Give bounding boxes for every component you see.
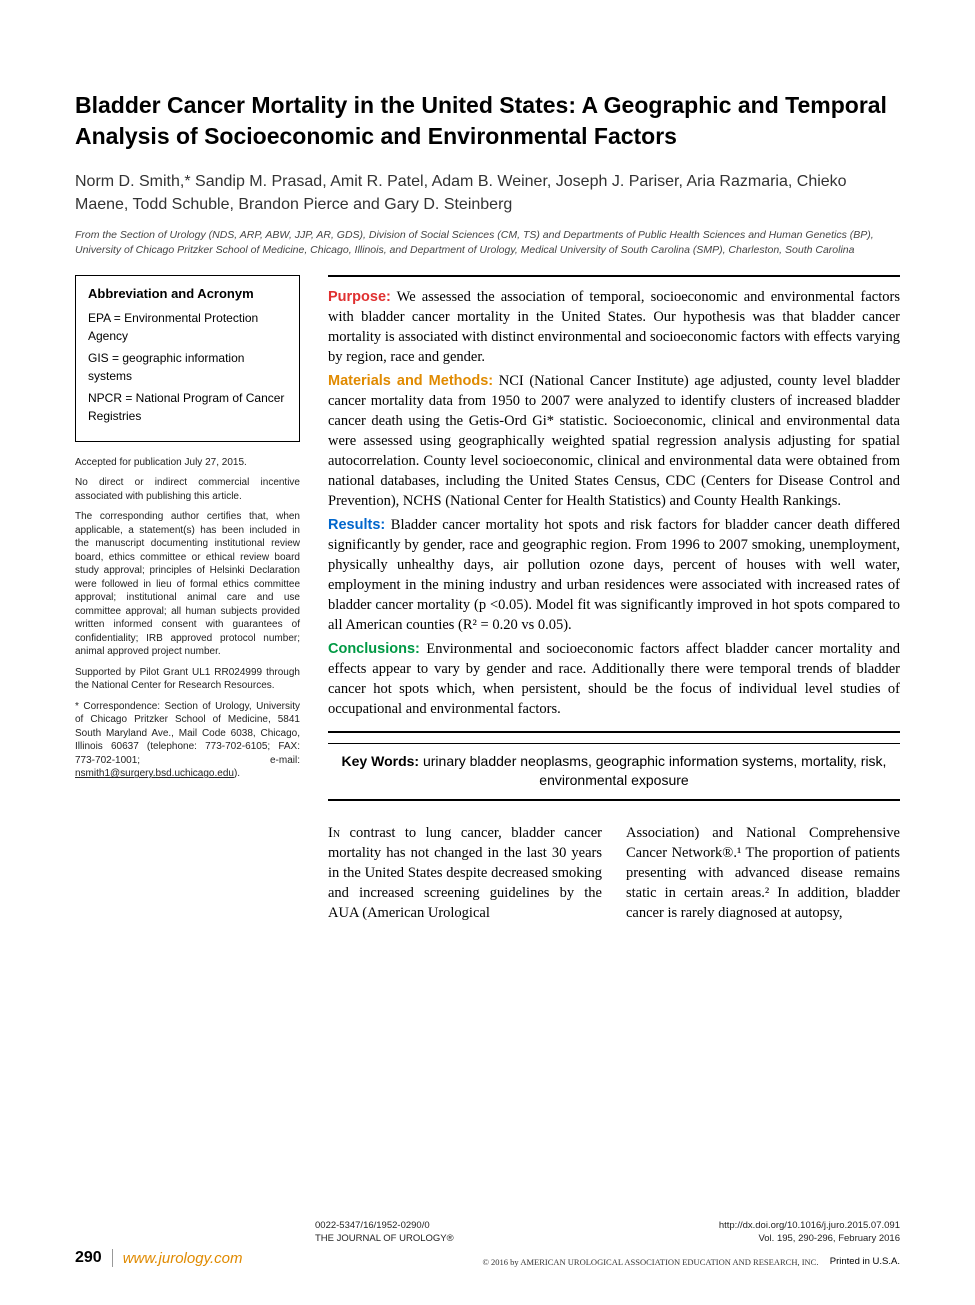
ethics-statement: The corresponding author certifies that,…: [75, 510, 300, 659]
footer-vol: Vol. 195, 290-296, February 2016: [719, 1233, 900, 1245]
body-column-2: Association) and National Comprehensive …: [626, 823, 900, 923]
abbreviation-box-title: Abbreviation and Acronym: [88, 286, 287, 303]
methods-body: NCI (National Cancer Institute) age adju…: [328, 373, 900, 509]
abbreviation-box: Abbreviation and Acronym EPA = Environme…: [75, 275, 300, 442]
article-title: Bladder Cancer Mortality in the United S…: [75, 90, 900, 152]
abstract-conclusions: Conclusions: Environmental and socioecon…: [328, 639, 900, 719]
abbrev-item: EPA = Environmental Protection Agency: [88, 309, 287, 345]
results-body: Bladder cancer mortality hot spots and r…: [328, 517, 900, 633]
footer-doi[interactable]: http://dx.doi.org/10.1016/j.juro.2015.07…: [719, 1220, 900, 1232]
body-column-1: In contrast to lung cancer, bladder canc…: [328, 823, 602, 923]
correspondence-text: * Correspondence: Section of Urology, Un…: [75, 701, 300, 766]
body-col2-text: Association) and National Comprehensive …: [626, 825, 900, 921]
abstract-purpose: Purpose: We assessed the association of …: [328, 287, 900, 367]
main-two-column-area: Abbreviation and Acronym EPA = Environme…: [75, 275, 900, 923]
abbrev-item: GIS = geographic information systems: [88, 349, 287, 385]
right-content-column: Purpose: We assessed the association of …: [328, 275, 900, 923]
methods-heading: Materials and Methods:: [328, 373, 493, 389]
journal-url[interactable]: www.jurology.com: [123, 1250, 243, 1267]
body-text-columns: In contrast to lung cancer, bladder canc…: [328, 823, 900, 923]
affiliation-text: From the Section of Urology (NDS, ARP, A…: [75, 228, 900, 256]
keywords-text: urinary bladder neoplasms, geographic in…: [419, 753, 886, 789]
abbrev-item: NPCR = National Program of Cancer Regist…: [88, 389, 287, 425]
footer-issn: 0022-5347/16/1952-0290/0: [315, 1220, 454, 1232]
abstract-methods: Materials and Methods: NCI (National Can…: [328, 371, 900, 511]
abstract-results: Results: Bladder cancer mortality hot sp…: [328, 515, 900, 635]
body-col1-text: contrast to lung cancer, bladder cancer …: [328, 825, 602, 921]
results-heading: Results:: [328, 517, 385, 533]
footer-printed: Printed in U.S.A.: [830, 1256, 900, 1267]
support-statement: Supported by Pilot Grant UL1 RR024999 th…: [75, 666, 300, 693]
page-footer: 0022-5347/16/1952-0290/0 THE JOURNAL OF …: [75, 1220, 900, 1267]
left-sidebar: Abbreviation and Acronym EPA = Environme…: [75, 275, 300, 923]
author-list: Norm D. Smith,* Sandip M. Prasad, Amit R…: [75, 170, 900, 216]
abstract-block: Purpose: We assessed the association of …: [328, 275, 900, 733]
footer-page-bar: 290 www.jurology.com: [75, 1249, 242, 1267]
footer-copyright: © 2016 by AMERICAN UROLOGICAL ASSOCIATIO…: [242, 1257, 829, 1267]
correspondence-note: * Correspondence: Section of Urology, Un…: [75, 700, 300, 781]
accepted-date: Accepted for publication July 27, 2015.: [75, 456, 300, 470]
body-lead-word: In: [328, 825, 340, 841]
footer-meta-left: 0022-5347/16/1952-0290/0 THE JOURNAL OF …: [315, 1220, 454, 1245]
footer-meta-row: 0022-5347/16/1952-0290/0 THE JOURNAL OF …: [75, 1220, 900, 1245]
purpose-body: We assessed the association of temporal,…: [328, 289, 900, 365]
footer-journal: THE JOURNAL OF UROLOGY®: [315, 1233, 454, 1245]
footer-divider: [112, 1249, 113, 1267]
keywords-box: Key Words: urinary bladder neoplasms, ge…: [328, 743, 900, 801]
purpose-heading: Purpose:: [328, 289, 391, 305]
page-number: 290: [75, 1249, 102, 1267]
conclusions-heading: Conclusions:: [328, 641, 420, 657]
keywords-label: Key Words:: [342, 753, 420, 769]
footer-meta-right: http://dx.doi.org/10.1016/j.juro.2015.07…: [719, 1220, 900, 1245]
correspondence-end: ).: [234, 768, 240, 779]
incentive-disclosure: No direct or indirect commercial incenti…: [75, 476, 300, 503]
correspondence-email[interactable]: nsmith1@surgery.bsd.uchicago.edu: [75, 768, 234, 779]
